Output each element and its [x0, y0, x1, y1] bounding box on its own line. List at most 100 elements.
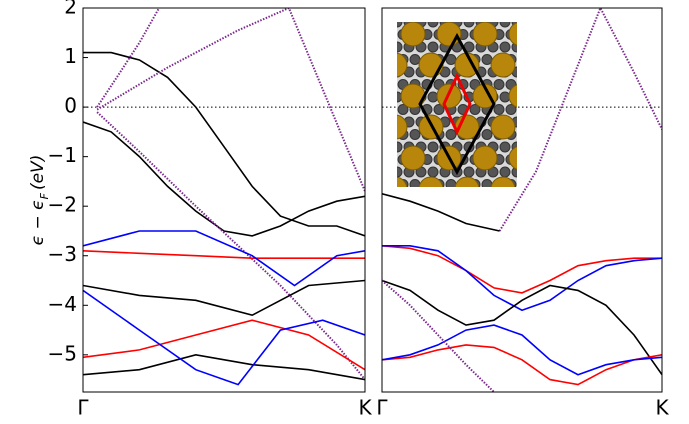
carbon-atom	[500, 17, 510, 27]
carbon-atom	[392, 42, 402, 52]
carbon-atom	[386, 155, 396, 165]
carbon-atom	[494, 5, 504, 15]
band	[382, 325, 662, 375]
metal-atom	[509, 22, 533, 46]
metal-atom	[383, 53, 407, 77]
band	[500, 8, 662, 231]
carbon-atom	[506, 5, 516, 15]
y-tick-label: −2	[48, 193, 77, 217]
metal-atom	[491, 115, 515, 139]
x-tick-label: K	[655, 396, 669, 420]
y-label-unit: (eV)	[28, 155, 48, 190]
carbon-atom	[392, 142, 402, 152]
chart: ϵ − ϵF(eV) 210−1−2−3−4−5ΓKΓK	[0, 0, 689, 424]
carbon-atom	[392, 92, 402, 102]
band	[382, 345, 662, 385]
carbon-atom	[398, 5, 408, 15]
band	[382, 281, 494, 393]
metal-atom	[365, 84, 389, 108]
metal-atom	[419, 177, 443, 201]
carbon-atom	[500, 167, 510, 177]
carbon-atom	[386, 55, 396, 65]
y-tick-label: −3	[48, 242, 77, 266]
y-tick-label: −4	[48, 292, 77, 316]
x-tick-label: K	[358, 396, 372, 420]
metal-atom	[527, 53, 551, 77]
carbon-atom	[518, 30, 528, 40]
carbon-atom	[386, 5, 396, 15]
carbon-atom	[500, 142, 510, 152]
band	[382, 246, 662, 293]
carbon-atom	[464, 167, 474, 177]
metal-atom	[527, 177, 551, 201]
metal-atom	[401, 146, 425, 170]
page: ϵ − ϵF(eV) 210−1−2−3−4−5ΓKΓK (() => { co…	[0, 0, 689, 424]
band	[83, 281, 365, 316]
carbon-atom	[500, 92, 510, 102]
carbon-atom	[482, 5, 492, 15]
carbon-atom	[434, 5, 444, 15]
carbon-atom	[518, 155, 528, 165]
metal-atom	[527, 115, 551, 139]
carbon-atom	[446, 5, 456, 15]
carbon-atom	[518, 80, 528, 90]
metal-atom	[455, 177, 479, 201]
metal-atom	[473, 146, 497, 170]
metal-atom	[509, 146, 533, 170]
band	[382, 194, 500, 231]
y-tick-label: 2	[64, 0, 77, 19]
carbon-atom	[410, 130, 420, 140]
carbon-atom	[464, 17, 474, 27]
y-label-main: ϵ − ϵ	[28, 199, 48, 245]
carbon-atom	[386, 180, 396, 190]
carbon-atom	[392, 17, 402, 27]
metal-atom	[383, 115, 407, 139]
carbon-atom	[422, 5, 432, 15]
carbon-atom	[428, 142, 438, 152]
metal-atom	[545, 22, 569, 46]
carbon-atom	[446, 130, 456, 140]
carbon-atom	[428, 92, 438, 102]
carbon-atom	[482, 130, 492, 140]
carbon-atom	[446, 180, 456, 190]
carbon-atom	[392, 167, 402, 177]
carbon-atom	[494, 105, 504, 115]
carbon-atom	[518, 5, 528, 15]
metal-atom	[563, 115, 587, 139]
carbon-atom	[500, 42, 510, 52]
metal-atom	[419, 53, 443, 77]
carbon-atom	[518, 55, 528, 65]
y-tick-label: 0	[64, 94, 77, 118]
band	[83, 355, 365, 380]
metal-atom	[401, 22, 425, 46]
x-tick-label: Γ	[77, 396, 89, 420]
carbon-atom	[482, 55, 492, 65]
metal-atom	[365, 22, 389, 46]
inset	[365, 0, 587, 201]
band	[83, 251, 365, 258]
carbon-atom	[410, 5, 420, 15]
y-tick-label: −5	[48, 341, 77, 365]
carbon-atom	[518, 130, 528, 140]
carbon-atom	[386, 80, 396, 90]
carbon-atom	[482, 180, 492, 190]
carbon-atom	[428, 17, 438, 27]
band	[83, 320, 365, 370]
metal-atom	[545, 146, 569, 170]
metal-atom	[365, 146, 389, 170]
carbon-atom	[428, 42, 438, 52]
carbon-atom	[470, 5, 480, 15]
carbon-atom	[518, 105, 528, 115]
metal-atom	[491, 53, 515, 77]
carbon-atom	[518, 180, 528, 190]
plot-frame	[83, 8, 365, 392]
metal-atom	[563, 177, 587, 201]
metal-atom	[509, 84, 533, 108]
y-tick-label: 1	[64, 44, 77, 68]
y-tick-label: −1	[48, 143, 77, 167]
band	[97, 8, 365, 191]
carbon-atom	[386, 30, 396, 40]
carbon-atom	[386, 130, 396, 140]
metal-atom	[491, 177, 515, 201]
x-tick-label: Γ	[376, 396, 388, 420]
